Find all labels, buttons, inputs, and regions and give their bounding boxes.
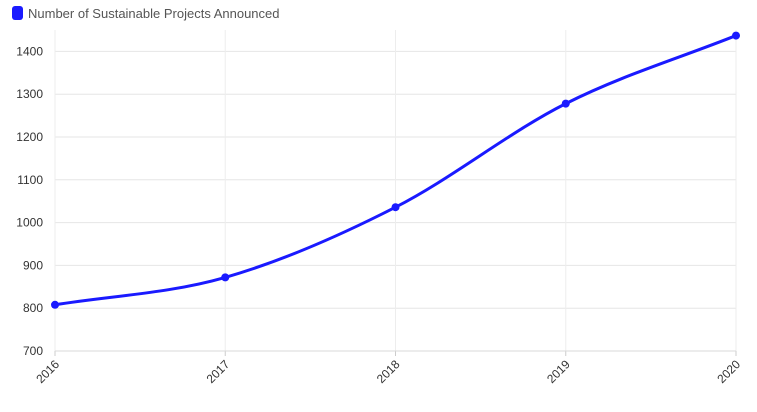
y-tick-label: 700 <box>23 344 43 358</box>
y-tick-label: 900 <box>23 258 43 272</box>
legend[interactable]: Number of Sustainable Projects Announced <box>12 6 280 21</box>
legend-swatch <box>12 6 23 20</box>
y-tick-label: 1000 <box>16 216 43 230</box>
series-layer <box>51 31 740 309</box>
data-point-2016[interactable] <box>51 300 59 309</box>
y-tick-label: 1100 <box>17 173 43 187</box>
y-tick-label: 1400 <box>16 44 43 58</box>
y-tick-label: 1200 <box>16 130 43 144</box>
data-point-2018[interactable] <box>391 203 400 212</box>
x-tick-label: 2020 <box>714 357 743 386</box>
y-tick-label: 1300 <box>16 87 43 101</box>
data-point-2017[interactable] <box>221 273 230 282</box>
legend-label: Number of Sustainable Projects Announced <box>28 6 280 21</box>
x-axis: 2016 2017 2018 2019 2020 <box>33 350 743 386</box>
x-tick-label: 2017 <box>204 357 233 386</box>
data-point-2020[interactable] <box>732 31 740 40</box>
data-point-2019[interactable] <box>561 99 570 108</box>
y-tick-label: 800 <box>23 301 43 315</box>
y-axis: 700 800 900 1000 1100 1200 1300 1400 <box>16 44 43 358</box>
grid-lines <box>54 30 737 352</box>
x-tick-label: 2018 <box>374 357 403 386</box>
x-tick-label: 2019 <box>544 357 573 386</box>
x-tick-label: 2016 <box>33 357 62 386</box>
